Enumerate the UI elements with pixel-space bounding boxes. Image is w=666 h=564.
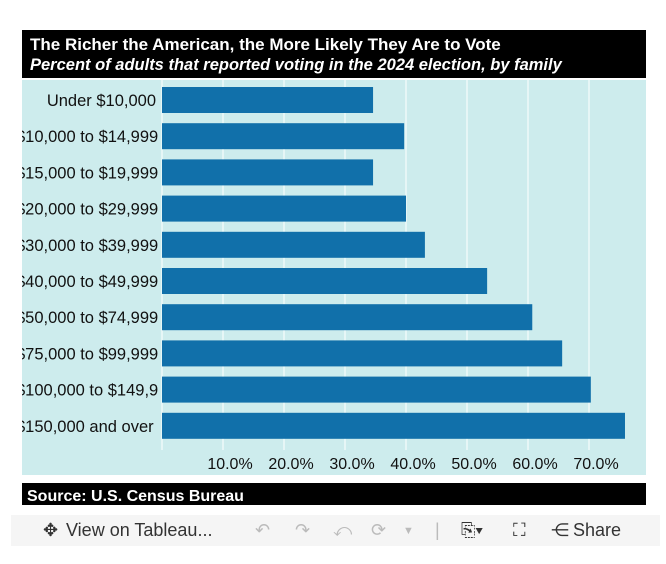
chart-svg: 10.0% 20.0% 30.0% 40.0% 50.0% 60.0% 70.0% Under…: [22, 80, 625, 473]
category-label: $20,000 to $29,999: [22, 201, 158, 219]
bar-chart: 10.0% 20.0% 30.0% 40.0% 50.0% 60.0% 70.0% Under…: [22, 80, 646, 475]
download-icon[interactable]: ⎘▾: [461, 520, 483, 540]
chart-title: The Richer the American, the More Likely…: [30, 35, 501, 54]
bar[interactable]: [162, 123, 405, 150]
bar[interactable]: [162, 340, 563, 367]
category-label: $10,000 to $14,999: [22, 128, 158, 146]
refresh-icon[interactable]: ⟳: [371, 520, 387, 540]
x-tick-label: 10.0%: [207, 456, 252, 473]
bar[interactable]: [162, 195, 406, 222]
x-tick-label: 70.0%: [573, 456, 618, 473]
tableau-toolbar: ✥ View on Tableau... ↶ ↷ ⤺ ⟳ ▼ | ⎘▾ ⛶ ⋲ …: [11, 515, 660, 546]
category-label: $50,000 to $74,999: [22, 309, 158, 327]
undo-icon[interactable]: ↶: [255, 520, 271, 540]
view-on-tableau-link[interactable]: View on Tableau...: [66, 520, 213, 540]
bar[interactable]: [162, 231, 425, 258]
bar[interactable]: [162, 412, 625, 439]
share-button[interactable]: Share: [573, 520, 622, 540]
source-note: Source: U.S. Census Bureau: [22, 483, 646, 505]
chart-subtitle: Percent of adults that reported voting i…: [30, 56, 562, 74]
chart-title-box: The Richer the American, the More Likely…: [22, 30, 646, 78]
tableau-logo-icon: ✥: [43, 520, 59, 540]
category-label: $40,000 to $49,999: [22, 273, 158, 291]
separator: |: [435, 520, 440, 540]
category-label: Under $10,000: [47, 92, 156, 110]
x-tick-label: 50.0%: [451, 456, 496, 473]
refresh-dropdown-icon[interactable]: ▼: [403, 525, 414, 537]
bar[interactable]: [162, 87, 374, 113]
bar[interactable]: [162, 268, 488, 294]
category-label: $75,000 to $99,999: [22, 345, 158, 363]
category-label: $30,000 to $39,999: [22, 237, 158, 255]
x-tick-label: 60.0%: [512, 456, 557, 473]
redo-icon[interactable]: ↷: [295, 520, 311, 540]
category-label: $15,000 to $19,999: [22, 164, 158, 182]
x-tick-label: 40.0%: [390, 456, 435, 473]
x-tick-label: 20.0%: [268, 456, 313, 473]
category-label: $100,000 to $149,999: [22, 382, 177, 400]
fullscreen-icon[interactable]: ⛶: [513, 520, 526, 540]
category-label: $150,000 and over: [22, 418, 154, 436]
bar[interactable]: [162, 376, 591, 403]
x-tick-label: 30.0%: [329, 456, 374, 473]
share-icon[interactable]: ⋲: [551, 520, 569, 540]
bar[interactable]: [162, 159, 374, 186]
revert-icon[interactable]: ⤺: [333, 520, 353, 540]
bar[interactable]: [162, 304, 533, 331]
